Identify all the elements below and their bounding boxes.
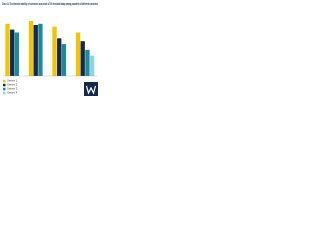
legend-label: Series 1 — [7, 79, 18, 83]
legend-swatch — [3, 87, 6, 91]
legend-label: Series 3 — [7, 87, 18, 91]
bar — [33, 24, 38, 76]
legend-label: Series 4 — [7, 91, 18, 95]
bar — [28, 20, 34, 76]
bar — [61, 44, 67, 76]
legend-swatch — [3, 83, 6, 87]
logo-mark — [85, 85, 97, 95]
bar — [89, 55, 95, 76]
chart-title: Chart 1.6 The intended stability of curr… — [2, 2, 98, 6]
bar — [10, 29, 15, 77]
chart: Chart 1.6 The intended stability of curr… — [2, 2, 98, 96]
bar — [85, 49, 90, 76]
logo — [84, 82, 98, 96]
bar — [5, 23, 10, 76]
bar — [57, 38, 62, 76]
bar — [80, 41, 85, 76]
legend-label: Series 2 — [7, 83, 18, 87]
legend-swatch — [3, 79, 6, 83]
bar — [52, 26, 57, 76]
bar — [38, 23, 43, 76]
bar — [75, 32, 81, 76]
legend-swatch — [3, 91, 6, 95]
bar — [14, 32, 20, 76]
